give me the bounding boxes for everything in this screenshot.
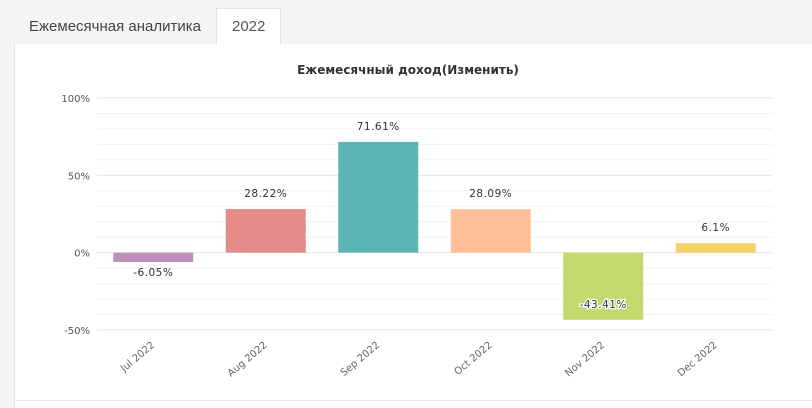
- data-label: 28.22%: [244, 188, 287, 200]
- data-label: 71.61%: [357, 121, 400, 133]
- data-label: -43.41%: [580, 299, 627, 311]
- y-tick-label: -50%: [64, 326, 90, 337]
- x-tick-label: Jul 2022: [118, 340, 157, 375]
- bars: [113, 141, 756, 320]
- bar[interactable]: [675, 243, 756, 253]
- x-tick-label: Oct 2022: [452, 340, 494, 378]
- x-axis: Jul 2022 Aug 2022 Sep 2022 Oct 2022 Nov 2022…: [118, 340, 720, 379]
- data-labels: -6.05% 28.22% 71.61% 28.09% -43.41% 6.1%: [133, 121, 730, 312]
- bar[interactable]: [563, 252, 644, 320]
- bar[interactable]: [450, 209, 531, 253]
- bar[interactable]: [338, 141, 419, 253]
- y-tick-label: 0%: [74, 249, 90, 260]
- data-label: -6.05%: [133, 267, 173, 279]
- bar[interactable]: [225, 209, 306, 253]
- y-axis: 100% 50% 0% -50%: [61, 94, 90, 337]
- data-label: 6.1%: [701, 222, 730, 234]
- x-tick-label: Nov 2022: [563, 340, 607, 379]
- data-label: 28.09%: [469, 188, 512, 200]
- chart-title: Ежемесячный доход(Изменить): [297, 63, 519, 77]
- x-tick-label: Dec 2022: [676, 340, 720, 379]
- x-tick-label: Sep 2022: [339, 340, 382, 379]
- tab-2022[interactable]: 2022: [215, 8, 282, 45]
- tab-monthly-analytics[interactable]: Ежемесячная аналитика: [29, 17, 201, 35]
- grid: [97, 97, 772, 331]
- y-tick-label: 50%: [68, 171, 90, 182]
- bar[interactable]: [113, 252, 194, 263]
- y-tick-label: 100%: [61, 94, 90, 105]
- divider: [15, 400, 812, 401]
- x-tick-label: Aug 2022: [226, 340, 270, 379]
